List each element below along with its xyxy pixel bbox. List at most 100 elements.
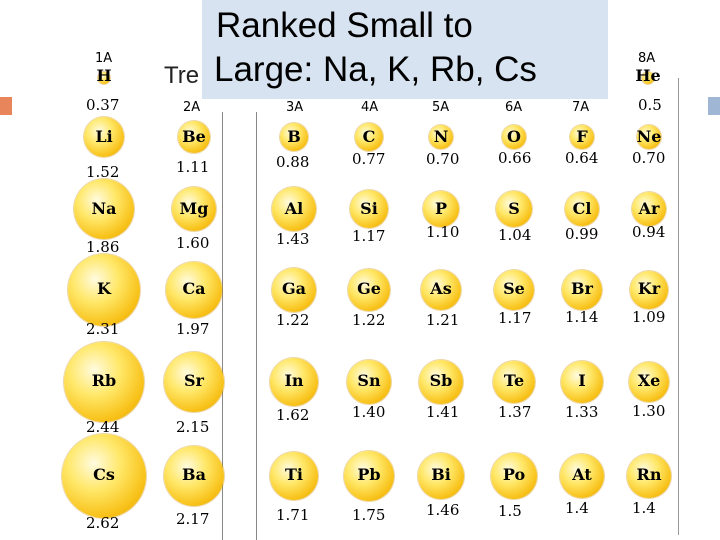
element-symbol-f: F <box>576 127 588 146</box>
element-symbol-si: Si <box>360 199 378 218</box>
atom-sphere-sr <box>164 352 224 412</box>
atomic-radius-as: 1.21 <box>426 311 460 329</box>
element-symbol-bi: Bi <box>431 465 451 484</box>
element-symbol-sb: Sb <box>429 371 453 390</box>
element-symbol-al: Al <box>284 199 304 218</box>
atomic-radius-sn: 1.40 <box>352 403 386 421</box>
atom-sphere-se <box>494 270 534 310</box>
element-symbol-ge: Ge <box>357 279 381 298</box>
atomic-radius-si: 1.17 <box>352 227 386 245</box>
atom-sphere-s <box>496 191 532 227</box>
element-symbol-rn: Rn <box>636 465 662 484</box>
element-symbol-he: He <box>635 66 661 85</box>
right-accent-bar <box>708 97 720 115</box>
element-symbol-ar: Ar <box>638 199 660 218</box>
atom-sphere-ar <box>632 192 666 226</box>
atomic-radius-cl: 0.99 <box>565 225 599 243</box>
atom-sphere-h <box>98 72 110 84</box>
atomic-radius-se: 1.17 <box>498 309 532 327</box>
atomic-radius-po: 1.5 <box>498 502 522 520</box>
element-symbol-n: N <box>433 127 449 146</box>
atomic-radius-ge: 1.22 <box>352 311 386 329</box>
group-header-3a: 3A <box>286 100 304 115</box>
atom-sphere-in <box>270 358 318 406</box>
element-symbol-i: I <box>578 371 586 390</box>
atom-sphere-be <box>178 121 210 153</box>
group-header-2a: 2A <box>183 100 201 115</box>
atom-sphere-ti <box>270 452 318 500</box>
element-symbol-h: H <box>96 66 112 85</box>
atomic-radius-al: 1.43 <box>276 230 310 248</box>
element-symbol-te: Te <box>503 371 525 390</box>
atom-sphere-ca <box>166 262 222 318</box>
block-divider-right <box>256 112 257 540</box>
element-symbol-p: P <box>434 199 448 218</box>
atomic-radius-li: 1.52 <box>86 163 120 181</box>
element-symbol-be: Be <box>182 127 206 146</box>
element-symbol-in: In <box>284 371 304 390</box>
atom-sphere-rb <box>64 342 144 422</box>
title-line-2: Large: Na, K, Rb, Cs <box>214 50 537 89</box>
element-symbol-o: O <box>507 127 521 146</box>
element-symbol-kr: Kr <box>637 279 661 298</box>
element-symbol-br: Br <box>571 279 593 298</box>
group-header-6a: 6A <box>505 100 523 115</box>
atomic-radius-in: 1.62 <box>276 406 310 424</box>
atom-sphere-mg <box>172 187 216 231</box>
atom-sphere-n <box>429 125 453 149</box>
periodic-table-frame <box>58 78 679 535</box>
element-symbol-c: C <box>362 127 376 146</box>
atom-sphere-b <box>280 123 308 151</box>
atomic-radius-ga: 1.22 <box>276 311 310 329</box>
atomic-radius-na: 1.86 <box>86 238 120 256</box>
element-symbol-s: S <box>508 199 520 218</box>
element-symbol-cs: Cs <box>93 465 115 484</box>
atom-sphere-cs <box>62 434 146 518</box>
group-header-8a: 8A <box>638 51 656 66</box>
atomic-radius-k: 2.31 <box>86 320 120 338</box>
atom-sphere-sn <box>347 360 391 404</box>
element-symbol-se: Se <box>503 279 525 298</box>
atom-sphere-rn <box>627 454 671 498</box>
atomic-radius-i: 1.33 <box>565 403 599 421</box>
group-header-7a: 7A <box>572 100 590 115</box>
atom-sphere-po <box>491 453 537 499</box>
atomic-radius-n: 0.70 <box>426 150 460 168</box>
atom-sphere-as <box>421 270 461 310</box>
atom-sphere-pb <box>344 451 394 501</box>
trends-heading-partial: Tre <box>164 62 200 89</box>
element-symbol-mg: Mg <box>179 199 209 218</box>
element-symbol-k: K <box>97 279 111 298</box>
atom-sphere-ga <box>272 268 316 312</box>
atomic-radius-be: 1.11 <box>176 158 210 176</box>
element-symbol-at: At <box>572 465 592 484</box>
element-symbol-sn: Sn <box>357 371 381 390</box>
element-symbol-ga: Ga <box>281 279 307 298</box>
atom-sphere-te <box>493 361 535 403</box>
left-accent-bar <box>0 97 12 115</box>
atom-sphere-p <box>423 191 459 227</box>
atomic-radius-br: 1.14 <box>565 308 599 326</box>
atom-sphere-c <box>355 123 383 151</box>
atomic-radius-ar: 0.94 <box>632 223 666 241</box>
atom-sphere-f <box>570 125 594 149</box>
element-symbol-xe: Xe <box>637 371 661 390</box>
element-symbol-ne: Ne <box>636 127 662 146</box>
element-symbol-cl: Cl <box>572 199 592 218</box>
element-symbol-b: B <box>287 127 301 146</box>
atomic-radius-pb: 1.75 <box>352 506 386 524</box>
atom-sphere-na <box>74 179 134 239</box>
atomic-radius-p: 1.10 <box>426 223 460 241</box>
element-symbol-ba: Ba <box>182 465 206 484</box>
atomic-radius-s: 1.04 <box>498 226 532 244</box>
atomic-radius-bi: 1.46 <box>426 501 460 519</box>
atomic-radius-ne: 0.70 <box>632 149 666 167</box>
atomic-radius-o: 0.66 <box>498 149 532 167</box>
element-symbol-ti: Ti <box>285 465 303 484</box>
atomic-radius-f: 0.64 <box>565 149 599 167</box>
atomic-radius-he: 0.5 <box>638 96 662 114</box>
atomic-radius-rn: 1.4 <box>632 499 656 517</box>
atomic-radius-kr: 1.09 <box>632 308 666 326</box>
atomic-radius-te: 1.37 <box>498 403 532 421</box>
